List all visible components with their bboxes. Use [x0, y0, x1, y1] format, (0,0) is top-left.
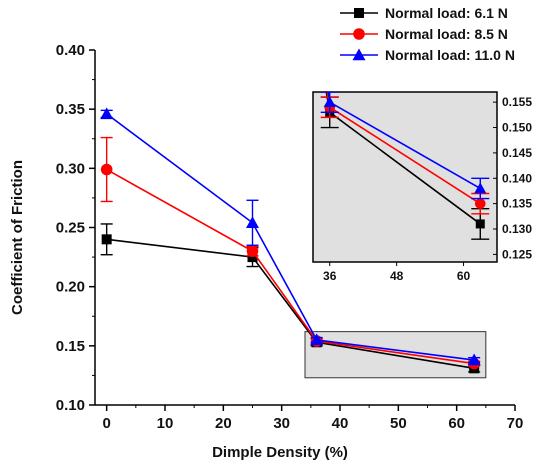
x-tick-label: 50: [390, 415, 407, 432]
y-tick-label: 0.35: [56, 101, 85, 118]
y-tick-label: 0.10: [56, 397, 85, 414]
data-point: [467, 353, 481, 366]
data-point: [101, 234, 112, 245]
data-point: [246, 245, 259, 257]
y-tick-label: 0.40: [56, 42, 85, 59]
data-point: [310, 333, 324, 346]
y-tick-label: 0.25: [56, 220, 85, 237]
inset-data-point: [323, 96, 336, 107]
data-point: [247, 252, 258, 263]
legend-item-0: Normal load: 6.1 N: [340, 5, 508, 21]
inset-x-tick-label: 36: [323, 269, 337, 283]
data-point: [100, 107, 114, 120]
y-tick-label: 0.20: [56, 279, 85, 296]
inset-frame: [312, 91, 498, 263]
inset-y-tick-label: 0.155: [502, 95, 532, 109]
legend-marker: [354, 8, 364, 18]
x-tick-label: 70: [507, 415, 524, 432]
data-point: [246, 216, 259, 228]
y-axis-title: Coefficient of Friction: [9, 160, 26, 315]
inset-data-point: [474, 182, 487, 194]
legend-label: Normal load: 8.5 N: [385, 26, 508, 42]
inset-y-tick-label: 0.140: [502, 171, 532, 185]
x-tick-label: 20: [215, 415, 232, 432]
series-line: [106, 238, 475, 370]
inset-plot: 0.125 0.130 0.135 0.140 0.145 0.150 0.155 36 48 6…: [312, 91, 532, 283]
x-tick-label: 30: [273, 415, 290, 432]
legend-item-2: Normal load: 11.0 N: [340, 47, 515, 63]
legend-item-1: Normal load: 8.5 N: [340, 26, 508, 42]
x-axis-title: Dimple Density (%): [212, 444, 348, 461]
inset-x-tick-label: 48: [390, 269, 404, 283]
y-tick-label: 0.15: [56, 338, 85, 355]
inset-series-2: [320, 92, 490, 200]
x-tick-label: 10: [157, 415, 174, 432]
series-line: [106, 113, 475, 361]
y-tick-label: 0.30: [56, 160, 85, 177]
legend-marker: [352, 48, 366, 61]
series-2: [100, 107, 481, 366]
inset-y-tick-label: 0.150: [502, 121, 532, 135]
legend-marker: [353, 28, 365, 40]
legend-label: Normal load: 11.0 N: [385, 47, 515, 63]
legend-label: Normal load: 6.1 N: [385, 5, 508, 21]
inset-data-point: [474, 198, 486, 209]
inset-y-tick-label: 0.125: [502, 247, 532, 261]
inset-data-point: [475, 219, 485, 229]
inset-y-tick-label: 0.135: [502, 197, 532, 211]
inset-x-tick-label: 60: [457, 269, 471, 283]
x-tick-label: 60: [448, 415, 465, 432]
inset-y-tick-label: 0.130: [502, 222, 532, 236]
series-line: [106, 168, 475, 365]
inset-y-tick-label: 0.145: [502, 146, 532, 160]
legend: Normal load: 6.1 N Normal load: 8.5 N Norm…: [340, 5, 515, 63]
x-tick-label: 40: [332, 415, 349, 432]
x-tick-label: 0: [102, 415, 110, 432]
data-point: [100, 163, 113, 176]
